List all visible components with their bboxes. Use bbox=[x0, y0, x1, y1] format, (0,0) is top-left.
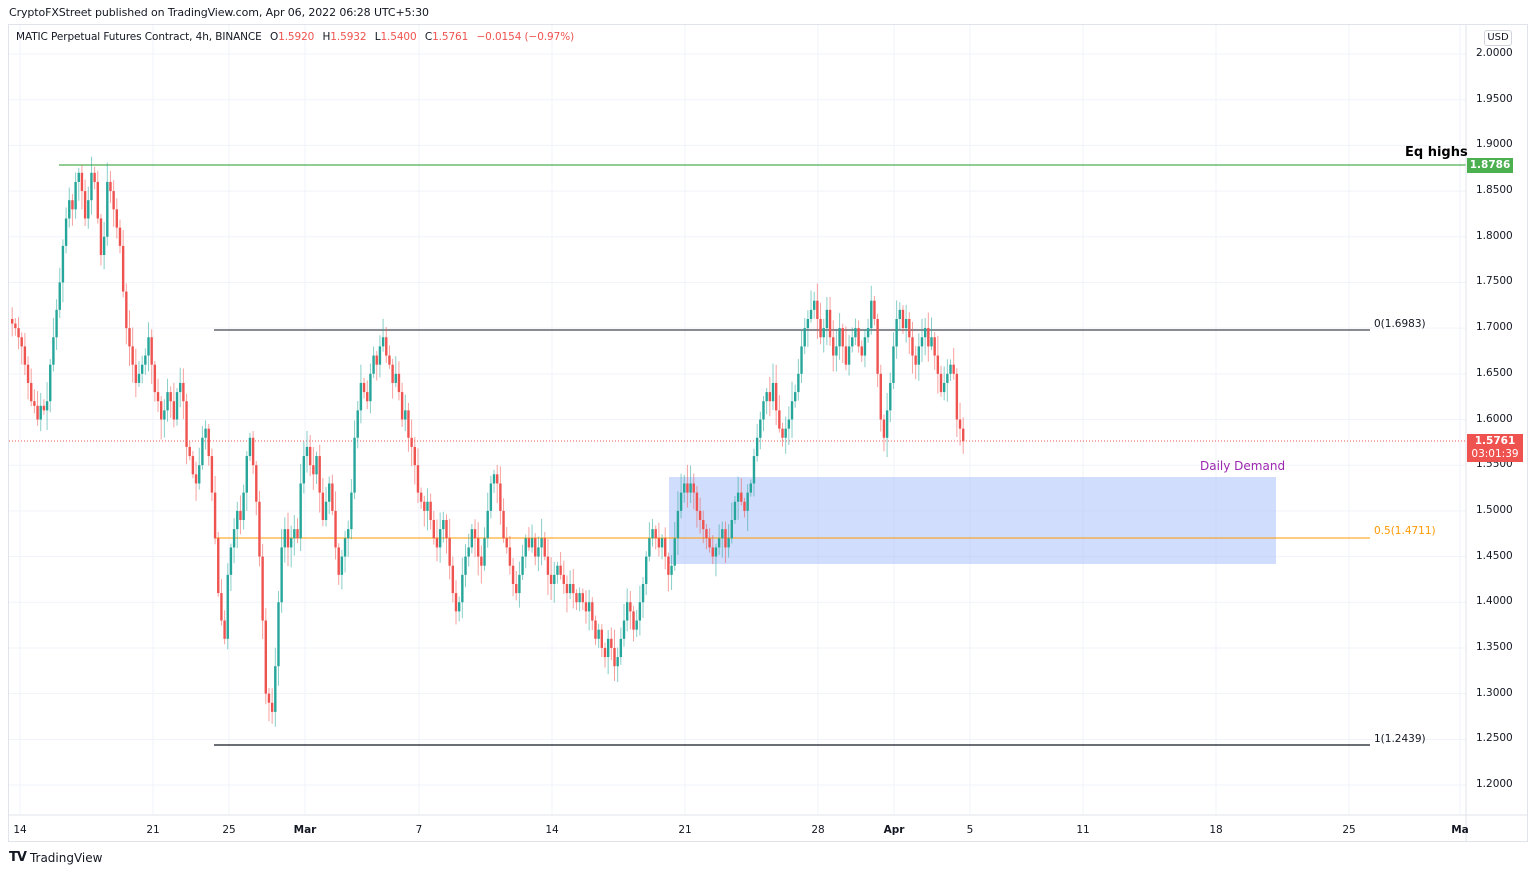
price-tick: 1.7000 bbox=[1476, 321, 1513, 334]
time-tick: 5 bbox=[966, 824, 974, 836]
publisher-line: CryptoFXStreet published on TradingView.… bbox=[9, 6, 429, 19]
price-tick: 1.4500 bbox=[1476, 549, 1513, 562]
symbol-legend: MATIC Perpetual Futures Contract, 4h, BI… bbox=[16, 31, 574, 43]
close-label: C bbox=[424, 31, 433, 43]
price-tick: 1.2000 bbox=[1476, 778, 1513, 790]
time-tick: 18 bbox=[1209, 824, 1223, 836]
currency-button[interactable]: USD bbox=[1484, 30, 1512, 46]
price-tick: 1.8000 bbox=[1476, 229, 1513, 242]
fib-1-label: 1(1.2439) bbox=[1374, 733, 1426, 745]
fib-0-label: 0(1.6983) bbox=[1374, 318, 1426, 330]
open-value: 1.5920 bbox=[278, 31, 315, 43]
price-tick: 1.6500 bbox=[1476, 366, 1513, 379]
time-tick: 11 bbox=[1076, 824, 1090, 836]
symbol-name: MATIC Perpetual Futures Contract, 4h, BI… bbox=[16, 31, 262, 43]
price-tick: 1.5000 bbox=[1476, 503, 1513, 516]
price-tick: 1.8500 bbox=[1476, 184, 1513, 197]
bar-countdown: 03:01:39 bbox=[1471, 448, 1519, 460]
time-tick: 7 bbox=[415, 824, 423, 836]
last-price-tag: 1.5761 03:01:39 bbox=[1467, 434, 1523, 462]
time-tick: 28 bbox=[811, 824, 825, 836]
price-tick: 1.7500 bbox=[1476, 275, 1513, 288]
high-value: 1.5932 bbox=[330, 31, 367, 43]
price-tick: 2.0000 bbox=[1476, 47, 1513, 59]
daily-demand-label: Daily Demand bbox=[1200, 459, 1286, 473]
time-tick: Apr bbox=[883, 824, 905, 836]
eq-highs-price-tag: 1.8786 bbox=[1467, 158, 1513, 173]
time-tick: 14 bbox=[13, 824, 27, 836]
time-tick: Ma bbox=[1451, 824, 1469, 836]
price-tick: 1.3500 bbox=[1476, 640, 1513, 653]
grid-lines bbox=[9, 25, 1466, 815]
time-tick: 21 bbox=[146, 824, 160, 836]
time-tick: 25 bbox=[222, 824, 236, 836]
price-tick: 1.4000 bbox=[1476, 595, 1513, 608]
chart-frame bbox=[8, 24, 1528, 842]
low-value: 1.5400 bbox=[380, 31, 417, 43]
price-tick: 1.9000 bbox=[1476, 138, 1513, 151]
price-tick: 1.3000 bbox=[1476, 686, 1513, 699]
fib-05-label: 0.5(1.4711) bbox=[1374, 525, 1436, 537]
time-tick: 21 bbox=[678, 824, 692, 836]
tradingview-logo-icon: TV bbox=[9, 850, 27, 865]
eq-highs-label: Eq highs bbox=[1405, 145, 1468, 160]
price-tick: 1.6000 bbox=[1476, 412, 1513, 425]
time-tick: 14 bbox=[545, 824, 559, 836]
change-value: −0.0154 (−0.97%) bbox=[476, 31, 575, 43]
open-label: O bbox=[269, 31, 279, 43]
price-tick: 1.2500 bbox=[1476, 732, 1513, 745]
last-price-value: 1.5761 bbox=[1474, 435, 1516, 447]
time-tick: 25 bbox=[1342, 824, 1356, 836]
footer-brand[interactable]: TV TradingView bbox=[9, 850, 102, 865]
daily-demand-zone[interactable] bbox=[669, 477, 1276, 564]
price-tick: 1.9500 bbox=[1476, 92, 1513, 105]
low-label: L bbox=[374, 31, 381, 43]
time-tick: Mar bbox=[293, 824, 317, 836]
high-label: H bbox=[322, 31, 331, 43]
brand-name: TradingView bbox=[29, 850, 103, 865]
candlesticks bbox=[11, 156, 965, 727]
close-value: 1.5761 bbox=[432, 31, 469, 43]
